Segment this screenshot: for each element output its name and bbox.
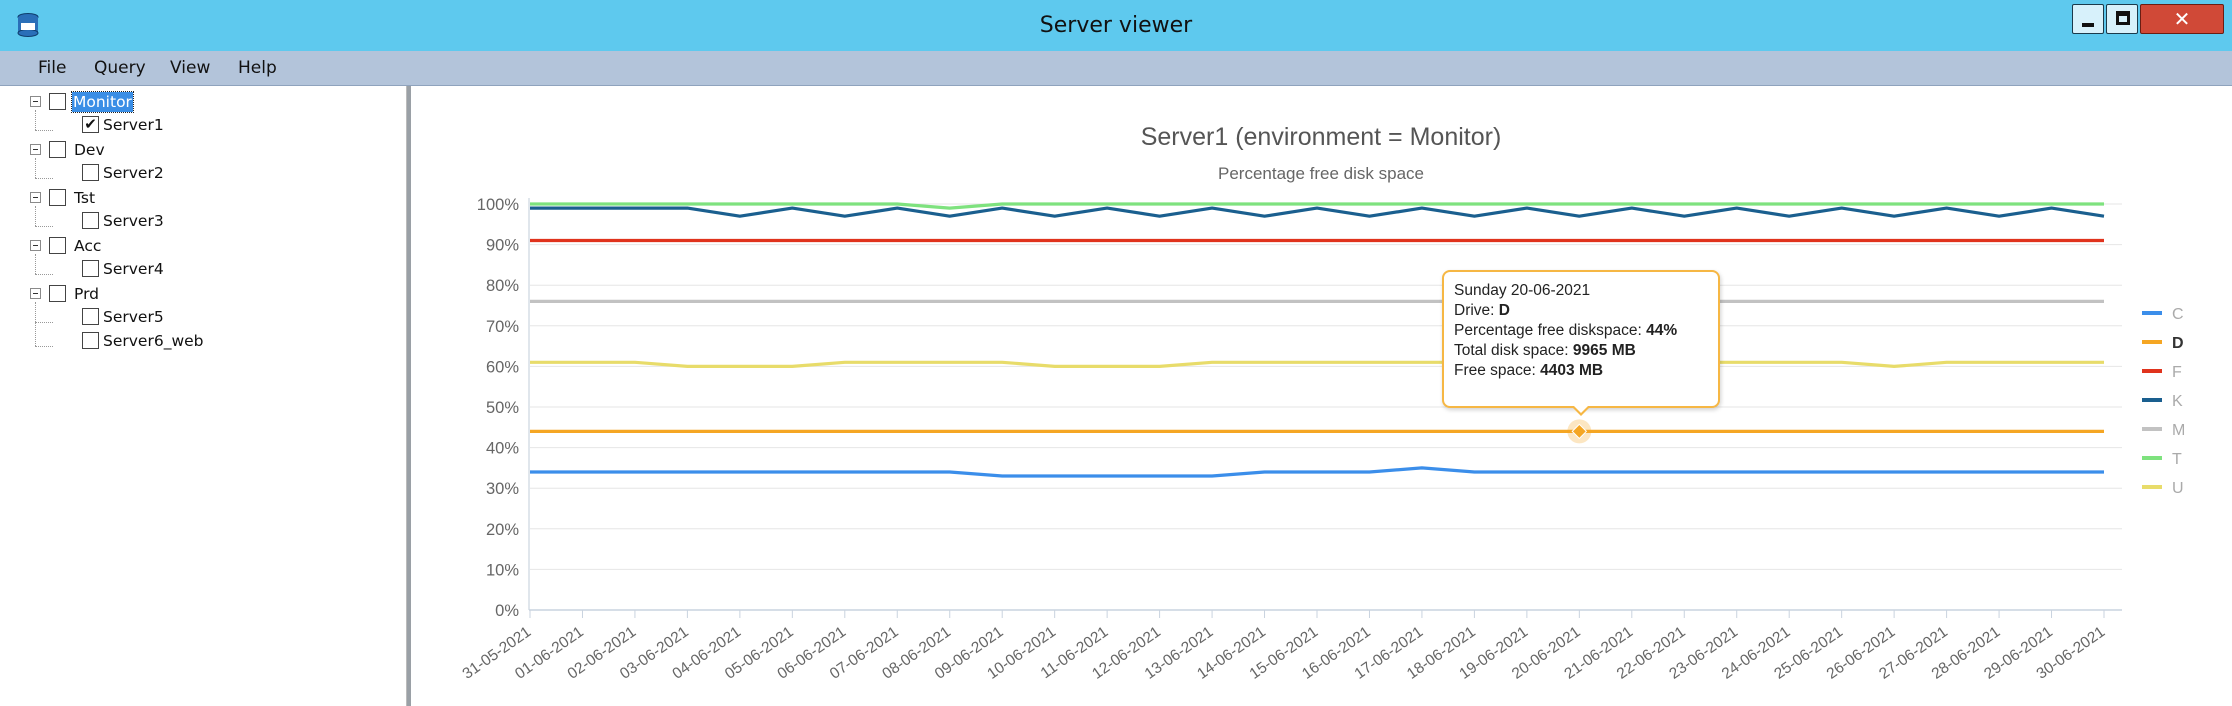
tree-connector xyxy=(35,206,36,226)
tree-connector xyxy=(35,226,53,227)
y-tick-label: 80% xyxy=(486,277,519,295)
tooltip-drive-value: D xyxy=(1498,302,1510,319)
tree-checkbox-acc[interactable] xyxy=(49,237,66,254)
y-tick-label: 50% xyxy=(486,399,519,417)
tree-checkbox-prd[interactable] xyxy=(49,285,66,302)
tree-connector xyxy=(35,346,53,347)
minimize-icon xyxy=(2082,23,2094,27)
window-title: Server viewer xyxy=(1039,13,1193,38)
y-tick-label: 100% xyxy=(477,196,520,214)
tree-node-label: Server4 xyxy=(103,260,164,278)
tree-checkbox-monitor[interactable] xyxy=(49,93,66,110)
disk-space-chart: Server1 (environment = Monitor) Percentag… xyxy=(460,123,2186,683)
y-tick-label: 20% xyxy=(486,521,519,539)
y-tick-label: 90% xyxy=(486,237,519,255)
tree-node-label: Server1 xyxy=(103,116,164,134)
tree-node-label: Server6_web xyxy=(103,332,204,350)
tree-connector xyxy=(35,158,36,178)
y-tick-label: 30% xyxy=(486,480,519,498)
close-button[interactable]: ✕ xyxy=(2140,4,2224,34)
sql-database-icon xyxy=(17,13,39,37)
tooltip-pct-label: Percentage free diskspace: xyxy=(1454,322,1647,339)
menu-view[interactable]: View xyxy=(170,58,211,78)
collapse-toggle[interactable] xyxy=(30,288,41,299)
tree-connector xyxy=(35,130,53,131)
tree-checkbox-server2[interactable] xyxy=(82,164,99,181)
legend-label-f: F xyxy=(2172,364,2182,381)
maximize-button[interactable] xyxy=(2106,4,2138,34)
tree-connector xyxy=(35,254,36,274)
panel-splitter[interactable] xyxy=(407,86,411,706)
tooltip-total: Total disk space: 9965 MB xyxy=(1454,341,1708,361)
minimize-button[interactable] xyxy=(2072,4,2104,34)
collapse-toggle[interactable] xyxy=(30,96,41,107)
tree-node-label: Server3 xyxy=(103,212,164,230)
legend-label-d: D xyxy=(2172,335,2184,352)
tree-connector xyxy=(35,322,53,323)
tree-connector xyxy=(35,110,36,130)
title-bar: Server viewer ✕ xyxy=(0,0,2232,51)
y-tick-label: 70% xyxy=(486,318,519,336)
menu-query[interactable]: Query xyxy=(94,58,146,78)
y-tick-label: 40% xyxy=(486,440,519,458)
legend-label-c: C xyxy=(2172,306,2184,323)
series-line-u xyxy=(530,360,2104,368)
tree-checkbox-server6-web[interactable] xyxy=(82,332,99,349)
tree-checkbox-tst[interactable] xyxy=(49,189,66,206)
collapse-toggle[interactable] xyxy=(30,192,41,203)
series-line-c xyxy=(530,466,2104,478)
tooltip-date: Sunday 20-06-2021 xyxy=(1454,282,1591,299)
y-tick-label: 10% xyxy=(486,561,519,579)
legend-label-t: T xyxy=(2172,451,2182,468)
tooltip-pct-value: 44% xyxy=(1646,322,1678,339)
tree-checkbox-server1[interactable]: ✔ xyxy=(82,116,99,133)
chart-tooltip: Sunday 20-06-2021 Drive: D Percentage fr… xyxy=(1442,270,1720,408)
collapse-toggle[interactable] xyxy=(30,240,41,251)
chart-panel: Server1 (environment = Monitor) Percentag… xyxy=(411,86,2232,706)
menu-help[interactable]: Help xyxy=(238,58,277,78)
highlight-marker xyxy=(1571,423,1588,440)
tree-connector xyxy=(35,274,53,275)
maximize-icon xyxy=(2116,11,2130,25)
y-tick-label: 60% xyxy=(486,358,519,376)
tree-connector xyxy=(35,178,53,179)
tooltip-total-label: Total disk space: xyxy=(1454,342,1573,359)
series-line-k xyxy=(530,206,2105,218)
menu-bar: File Query View Help xyxy=(0,51,2232,86)
tree-node-label: Server2 xyxy=(103,164,164,182)
collapse-toggle[interactable] xyxy=(30,144,41,155)
tree-node-label: Monitor xyxy=(71,91,134,113)
tooltip-free: Free space: 4403 MB xyxy=(1454,361,1708,381)
y-tick-label: 0% xyxy=(495,602,519,620)
legend-label-m: M xyxy=(2172,422,2185,439)
tree-checkbox-server5[interactable] xyxy=(82,308,99,325)
tooltip-arrow-inner xyxy=(1573,405,1589,413)
tooltip-drive-label: Drive: xyxy=(1454,302,1499,319)
chart-subtitle: Percentage free disk space xyxy=(1218,164,1424,183)
tree-node-label: Prd xyxy=(74,285,100,303)
legend-label-u: U xyxy=(2172,480,2184,497)
tree-node-label: Tst xyxy=(74,189,96,207)
tree-checkbox-dev[interactable] xyxy=(49,141,66,158)
server-tree: Monitor ✔ Server1 Dev Server2 Tst Server… xyxy=(0,86,407,706)
legend-label-k: K xyxy=(2172,393,2183,410)
tree-node-label: Server5 xyxy=(103,308,164,326)
chart-title: Server1 (environment = Monitor) xyxy=(1141,123,1502,151)
series-line-t xyxy=(530,202,2104,210)
tooltip-free-value: 4403 MB xyxy=(1540,362,1604,379)
tooltip-drive: Drive: D xyxy=(1454,301,1708,321)
menu-file[interactable]: File xyxy=(38,58,67,78)
tree-node-label: Acc xyxy=(74,237,102,255)
tree-checkbox-server4[interactable] xyxy=(82,260,99,277)
tooltip-percentage: Percentage free diskspace: 44% xyxy=(1454,321,1708,341)
tree-checkbox-server3[interactable] xyxy=(82,212,99,229)
close-icon: ✕ xyxy=(2173,7,2191,31)
tree-node-label: Dev xyxy=(74,141,105,159)
tooltip-total-value: 9965 MB xyxy=(1572,342,1636,359)
tooltip-free-label: Free space: xyxy=(1454,362,1541,379)
tree-connector xyxy=(35,302,36,346)
